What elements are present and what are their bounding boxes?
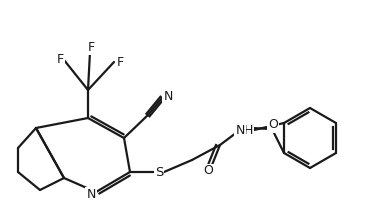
Text: O: O [268,119,278,131]
Text: F: F [56,53,64,65]
Text: H: H [243,123,253,137]
Text: F: F [87,41,94,54]
Text: S: S [155,165,163,179]
Text: F: F [117,55,123,69]
Text: N: N [163,89,173,103]
Text: N: N [86,188,96,200]
Text: N: N [235,123,245,137]
Text: O: O [203,165,213,177]
